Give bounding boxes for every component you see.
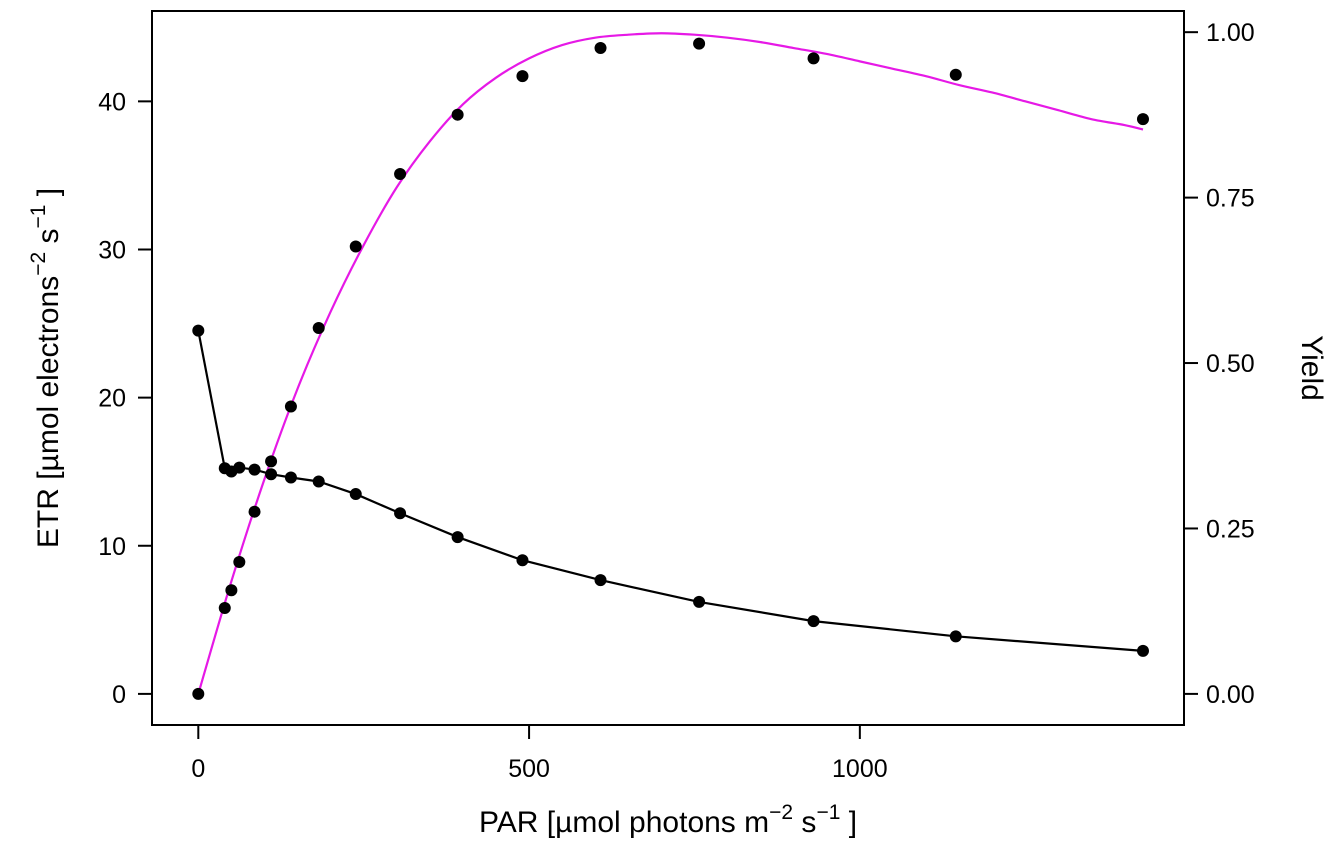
etr-fit-curve [197,32,1144,695]
x-axis-title: PAR [µmol photons m−2 s−1 ] [479,801,857,839]
plot-frame [151,10,1185,726]
yield-point [312,475,325,488]
etr-point [225,584,238,597]
etr-point [192,687,205,700]
x-tick-label: 0 [191,755,205,783]
y-left-tick-label: 0 [112,681,126,709]
x-tick-label: 1000 [832,755,888,783]
y-right-tick-label: 0.25 [1206,515,1255,543]
yield-point [265,468,278,481]
y-left-axis-title: ETR [µmol electrons−2 s−1 ] [27,188,65,548]
etr-point [693,37,706,50]
y-right-tick-label: 0.00 [1206,681,1255,709]
yield-point [594,574,607,587]
yield-point [349,488,362,501]
y-right-tick-label: 0.50 [1206,350,1255,378]
y-right-axis: 0.00 0.25 0.50 0.75 1.00 [1184,19,1255,709]
etr-point [233,556,246,569]
etr-point [1136,113,1149,126]
yield-point [807,615,820,628]
etr-point [284,400,297,413]
etr-point [807,52,820,65]
etr-point [265,455,278,468]
yield-point [949,630,962,643]
y-left-tick-label: 10 [98,533,126,561]
etr-point [312,322,325,335]
yield-point [192,324,205,337]
yield-point [451,531,464,544]
yield-line [197,330,1144,652]
yield-point [248,463,261,476]
y-left-axis: 0 10 20 30 40 [98,88,152,709]
etr-point [218,601,231,614]
etr-point [949,68,962,81]
etr-point [349,240,362,253]
y-right-tick-label: 0.75 [1206,185,1255,213]
x-axis: 0 500 1000 [191,725,888,783]
yield-point [284,471,297,484]
etr-point [516,70,529,83]
series-layer [192,32,1149,700]
yield-point [394,507,407,520]
y-right-axis-title: Yield [1295,335,1328,401]
y-left-tick-label: 40 [98,88,126,116]
yield-point [1136,644,1149,657]
yield-point [693,595,706,608]
etr-point [451,108,464,121]
etr-point [248,505,261,518]
etr-point [394,167,407,180]
yield-point [516,554,529,567]
y-left-tick-label: 30 [98,236,126,264]
y-right-tick-label: 1.00 [1206,19,1255,47]
y-left-tick-label: 20 [98,385,126,413]
yield-point [233,461,246,474]
etr-point [594,42,607,55]
x-tick-label: 500 [508,755,550,783]
